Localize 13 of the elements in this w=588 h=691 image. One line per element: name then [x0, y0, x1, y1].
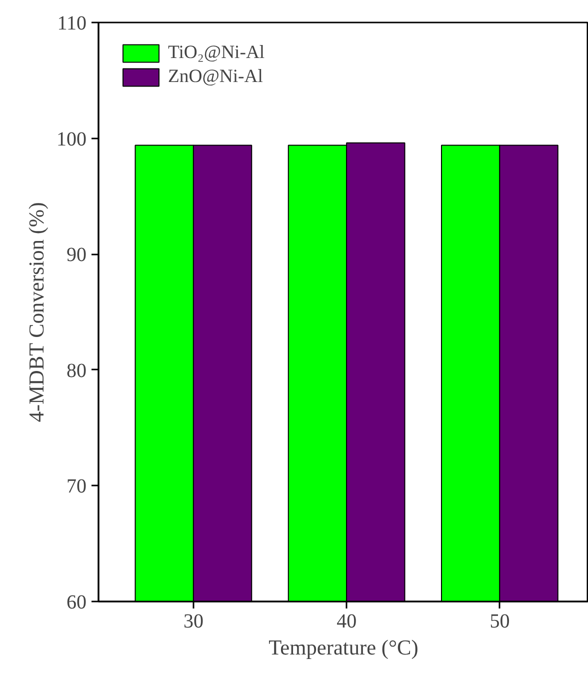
x-axis-title: Temperature (°C) [268, 636, 418, 660]
legend-label: ZnO@Ni-Al [168, 66, 263, 88]
x-tick-label: 30 [183, 610, 204, 632]
x-tick-label: 50 [490, 610, 510, 632]
y-tick-label: 60 [66, 592, 86, 614]
y-tick-label: 110 [57, 12, 87, 34]
y-tick-label: 90 [66, 244, 86, 266]
y-axis-title: 4-MDBT Conversion (%) [24, 202, 48, 422]
x-tick-label: 40 [336, 610, 357, 632]
legend-label: TiO₂@Ni-Al [168, 42, 265, 64]
y-tick-label: 70 [66, 476, 86, 498]
y-tick-label: 100 [56, 128, 86, 150]
y-tick-label: 80 [66, 360, 86, 382]
